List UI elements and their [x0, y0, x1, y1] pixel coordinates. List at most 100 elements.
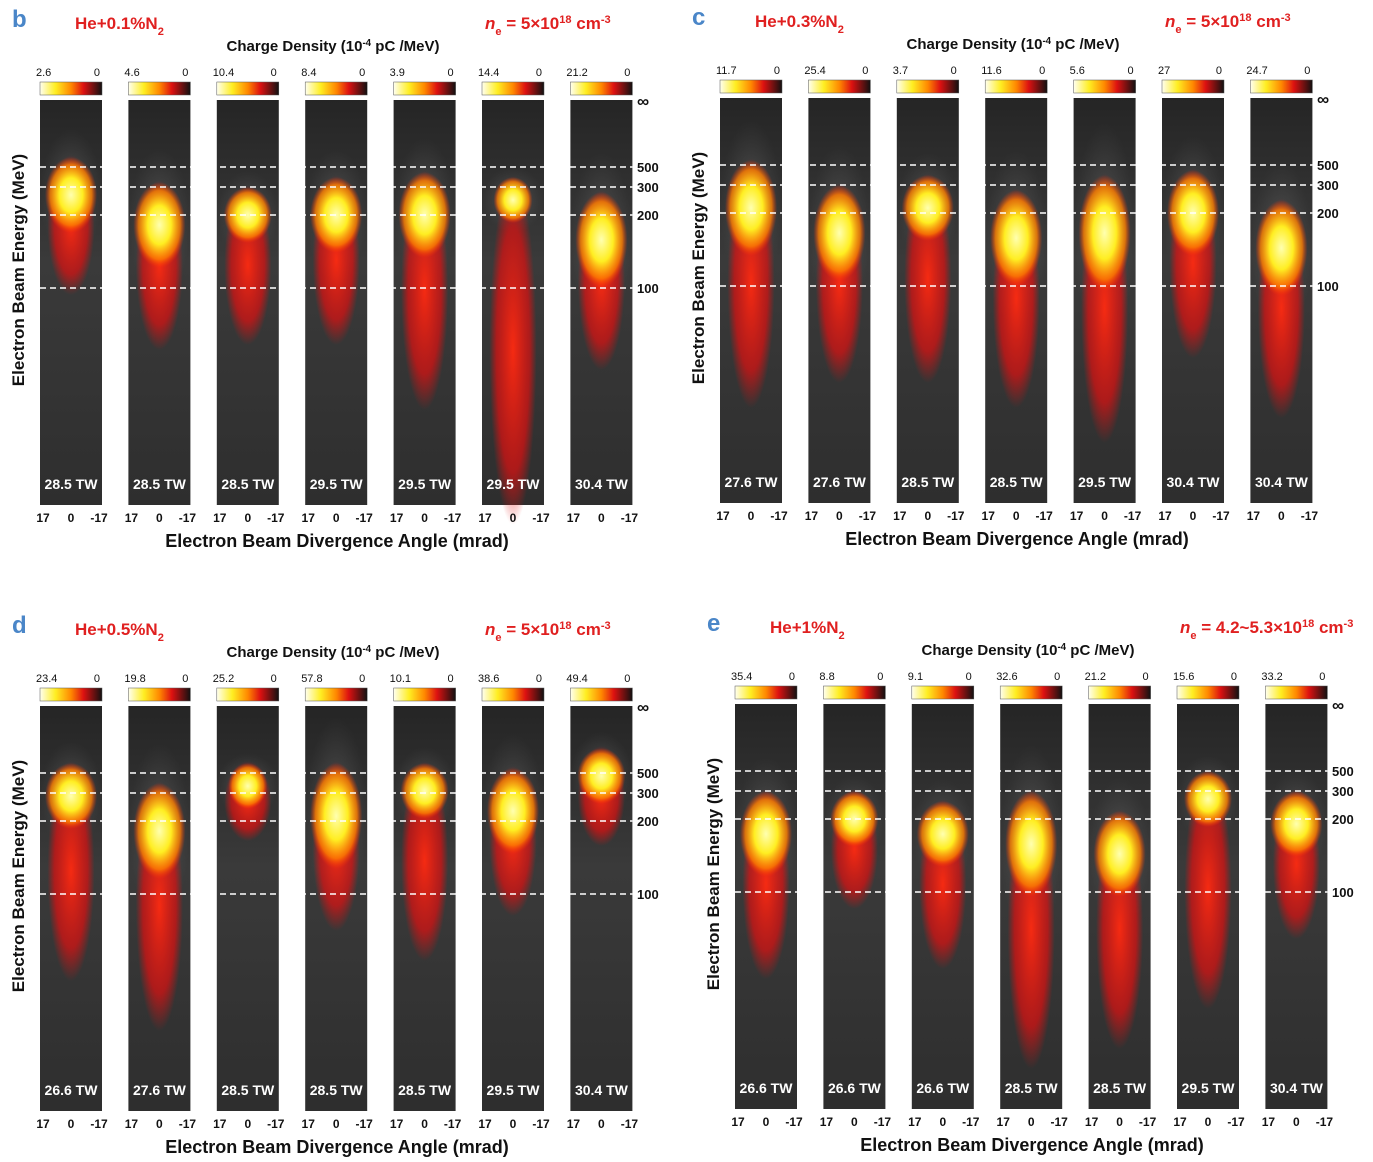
angle-tick-label: 0 — [1116, 1115, 1123, 1129]
beam-core — [400, 763, 449, 819]
angle-tick-label: 17 — [1070, 509, 1084, 523]
angle-tick-label: 17 — [997, 1115, 1011, 1129]
angle-tick-label: 0 — [598, 1117, 605, 1131]
colorbar-min: 0 — [877, 671, 883, 683]
angle-tick-label: 17 — [478, 1117, 492, 1131]
energy-tick-label: 500 — [1332, 764, 1354, 779]
colorbar-max: 11.6 — [981, 65, 1002, 77]
density-label-part: cm — [572, 14, 601, 33]
angle-tick-label: 0 — [598, 511, 605, 525]
density-label-part: e — [1175, 24, 1181, 36]
beam-core — [1093, 811, 1146, 897]
colorbar-min: 0 — [1319, 671, 1325, 683]
beam-core — [1184, 771, 1232, 827]
angle-tick-label: 17 — [1262, 1115, 1276, 1129]
colorbar — [570, 81, 633, 96]
panel: d He+0.5%N2 ne = 5×1018 cm-3 Charge Density… — [9, 612, 659, 1157]
colorbar — [570, 687, 633, 702]
angle-tick-label: -17 — [532, 1117, 550, 1131]
colorbar — [39, 81, 103, 96]
colorbar-min: 0 — [774, 65, 780, 77]
colorbar — [911, 685, 975, 700]
angle-tick-label: 0 — [1101, 509, 1108, 523]
power-label: 28.5 TW — [133, 476, 187, 492]
gas-label-part: 2 — [838, 24, 844, 36]
power-label: 28.5 TW — [310, 1082, 364, 1098]
colorbar-title-part: Charge Density (10 — [922, 642, 1058, 659]
beam-core — [310, 177, 363, 253]
beam-core — [1005, 791, 1058, 897]
power-label: 29.5 TW — [487, 476, 541, 492]
beam-core — [1270, 791, 1323, 857]
colorbar-min: 0 — [182, 67, 188, 79]
colorbar-max: 8.4 — [301, 67, 316, 79]
x-axis-label: Electron Beam Divergence Angle (mrad) — [165, 1137, 508, 1157]
power-label: 29.5 TW — [1182, 1080, 1236, 1096]
colorbar-min: 0 — [94, 673, 100, 685]
gas-label-part: He+0.3%N — [755, 12, 838, 31]
colorbar — [984, 79, 1048, 94]
angle-tick-label: -17 — [947, 509, 965, 523]
density-label-part: 18 — [1239, 12, 1251, 24]
angle-tick-label: -17 — [1124, 509, 1142, 523]
beam-core — [577, 748, 626, 804]
y-axis-label: Electron Beam Energy (MeV) — [9, 760, 28, 992]
angle-tick-label: 17 — [567, 1117, 581, 1131]
gas-label-part: He+0.5%N — [75, 620, 158, 639]
energy-tick-label: 100 — [1317, 279, 1339, 294]
colorbar-title-part: pC /MeV) — [1051, 36, 1119, 53]
colorbar — [216, 687, 280, 702]
angle-tick-label: -17 — [859, 509, 877, 523]
colorbar-min: 0 — [1231, 671, 1237, 683]
colorbar-min: 0 — [447, 67, 453, 79]
colorbar-min: 0 — [359, 67, 365, 79]
angle-tick-label: 0 — [748, 509, 755, 523]
angle-tick-label: 0 — [156, 511, 163, 525]
energy-tick-label: ∞ — [1317, 90, 1329, 109]
colorbar-min: 0 — [271, 67, 277, 79]
colorbar-max: 8.8 — [819, 671, 834, 683]
density-label-part: = 5×10 — [502, 14, 560, 33]
colorbar-title-part: -4 — [1057, 642, 1066, 653]
colorbar-title: Charge Density (10-4 pC /MeV) — [922, 642, 1135, 660]
gas-label-part: 2 — [839, 630, 845, 642]
power-label: 27.6 TW — [133, 1082, 187, 1098]
power-label: 30.4 TW — [575, 1082, 629, 1098]
colorbar — [128, 81, 191, 96]
colorbar-min: 0 — [862, 65, 868, 77]
colorbar-max: 3.7 — [893, 65, 908, 77]
colorbar-max: 23.4 — [36, 673, 57, 685]
angle-tick-label: 0 — [1028, 1115, 1035, 1129]
colorbar-title-part: pC /MeV) — [371, 644, 439, 661]
power-label: 28.5 TW — [1005, 1080, 1059, 1096]
energy-tick-label: 100 — [637, 281, 659, 296]
density-label-part: cm — [1252, 12, 1281, 31]
panel: b He+0.1%N2 ne = 5×1018 cm-3 Charge Density… — [9, 6, 659, 551]
beam-core — [228, 763, 268, 809]
y-axis-label: Electron Beam Energy (MeV) — [704, 758, 723, 990]
angle-tick-label: -17 — [1212, 509, 1230, 523]
angle-tick-label: 0 — [244, 1117, 251, 1131]
colorbar-max: 10.4 — [213, 67, 234, 79]
angle-tick-label: 0 — [421, 511, 428, 525]
power-label: 30.4 TW — [1255, 474, 1309, 490]
density-label-part: = 5×10 — [1182, 12, 1240, 31]
density-label-part: e — [495, 26, 501, 38]
colorbar — [1176, 685, 1240, 700]
density-label-part: -3 — [1281, 12, 1291, 24]
angle-tick-label: -17 — [444, 511, 462, 525]
power-label: 28.5 TW — [398, 1082, 452, 1098]
energy-tick-label: 200 — [637, 208, 659, 223]
colorbar-min: 0 — [94, 67, 100, 79]
colorbar-max: 33.2 — [1261, 671, 1282, 683]
angle-tick-label: 0 — [1293, 1115, 1300, 1129]
power-label: 26.6 TW — [916, 1080, 970, 1096]
angle-tick-label: 0 — [1278, 509, 1285, 523]
angle-tick-label: 0 — [924, 509, 931, 523]
beam-core — [739, 791, 793, 877]
angle-tick-label: -17 — [356, 1117, 374, 1131]
energy-tick-label: 200 — [1332, 812, 1354, 827]
angle-tick-label: 0 — [68, 511, 75, 525]
angle-tick-label: 17 — [36, 511, 50, 525]
density-label: ne = 5×1018 cm-3 — [485, 620, 611, 644]
